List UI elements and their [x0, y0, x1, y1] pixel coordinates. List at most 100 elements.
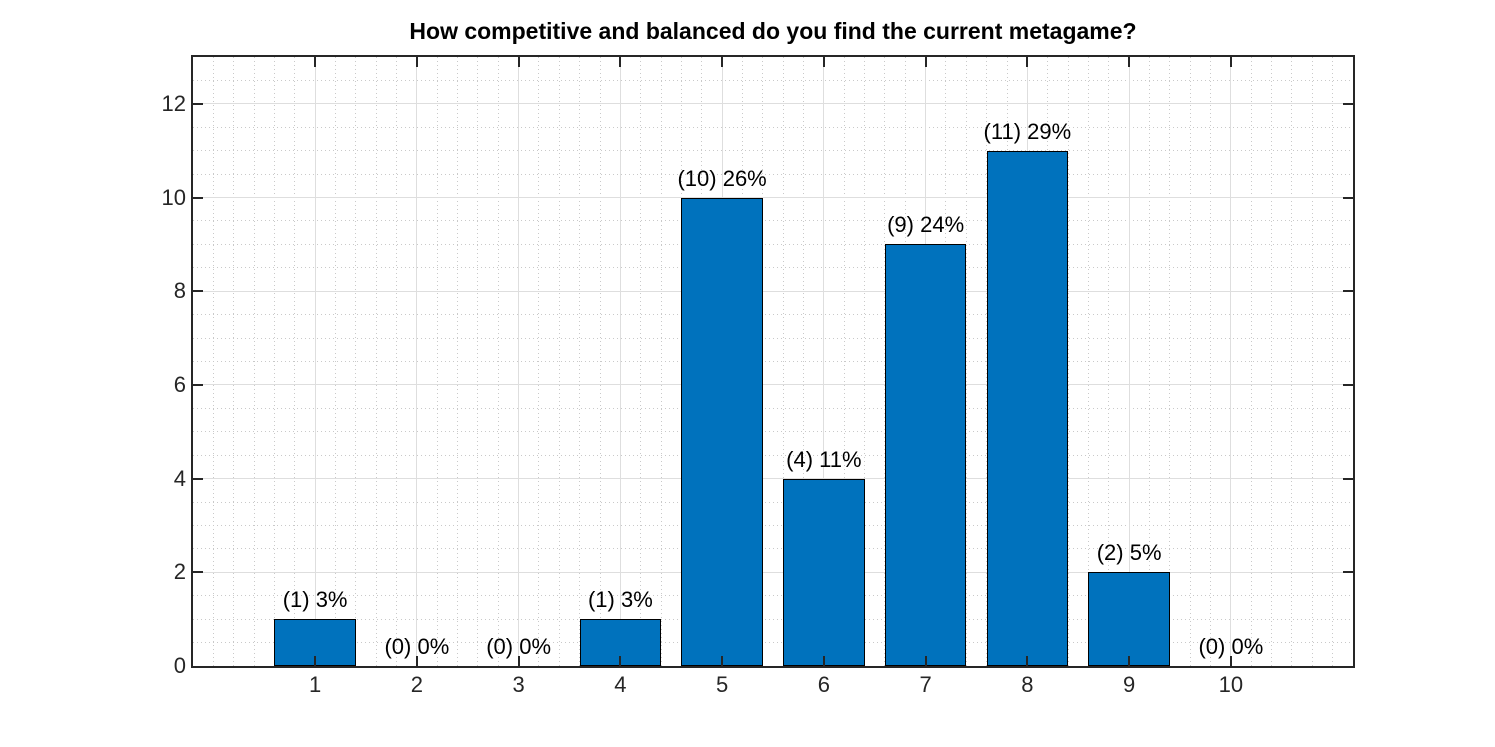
- major-gridline-horizontal: [193, 571, 1353, 573]
- major-gridline-vertical: [823, 57, 825, 666]
- bar-value-label-2: (0) 0%: [384, 634, 450, 659]
- minor-gridline-horizontal: [193, 267, 1353, 269]
- chart-title: How competitive and balanced do you find…: [409, 18, 1137, 44]
- minor-gridline-vertical: [212, 57, 214, 666]
- minor-gridline-horizontal: [193, 407, 1353, 409]
- y-tick-mark-left: [193, 571, 203, 574]
- y-axis-label-6: 6: [173, 371, 186, 397]
- minor-gridline-vertical: [558, 57, 560, 666]
- y-axis-label-2: 2: [173, 559, 186, 585]
- x-axis-label-10: 10: [1218, 672, 1244, 697]
- minor-gridline-horizontal: [193, 337, 1353, 339]
- minor-gridline-vertical: [497, 57, 499, 666]
- major-gridline-vertical: [1230, 57, 1232, 666]
- y-axis-label-12: 12: [161, 90, 186, 116]
- y-axis-label-8: 8: [173, 278, 186, 304]
- x-axis-label-2: 2: [410, 672, 423, 697]
- x-tick-mark-top: [619, 57, 622, 67]
- bar-9: [1088, 572, 1170, 666]
- minor-gridline-vertical: [334, 57, 336, 666]
- minor-gridline-horizontal: [193, 501, 1353, 503]
- x-tick-mark-top: [314, 57, 317, 67]
- minor-gridline-horizontal: [193, 79, 1353, 81]
- x-tick-mark-top: [822, 57, 825, 67]
- minor-gridline-vertical: [803, 57, 805, 666]
- x-axis-label-3: 3: [512, 672, 525, 697]
- minor-gridline-horizontal: [193, 618, 1353, 620]
- minor-gridline-horizontal: [193, 314, 1353, 316]
- bar-8: [986, 150, 1069, 666]
- minor-gridline-vertical: [457, 57, 459, 666]
- minor-gridline-vertical: [375, 57, 377, 666]
- y-tick-mark-right: [1343, 383, 1353, 386]
- y-tick-mark-right: [1343, 102, 1353, 105]
- x-tick-mark-bottom: [721, 656, 724, 666]
- minor-gridline-vertical: [864, 57, 866, 666]
- plot-area: (1) 3% (0) 0% (0) 0% (1) 3% (10) 26% (4) 11% (…: [191, 55, 1355, 668]
- minor-gridline-vertical: [1250, 57, 1252, 666]
- minor-gridline-vertical: [762, 57, 764, 666]
- minor-gridline-vertical: [477, 57, 479, 666]
- x-tick-mark-bottom: [1229, 656, 1232, 666]
- bar-value-label-10: (0) 0%: [1198, 634, 1264, 659]
- x-tick-mark-bottom: [822, 656, 825, 666]
- x-tick-mark-top: [1128, 57, 1131, 67]
- minor-gridline-horizontal: [193, 431, 1353, 433]
- minor-gridline-vertical: [1189, 57, 1191, 666]
- minor-gridline-horizontal: [193, 361, 1353, 362]
- minor-gridline-vertical: [1169, 57, 1171, 666]
- minor-gridline-vertical: [660, 57, 662, 666]
- bar-value-label-1: (1) 3%: [282, 587, 348, 613]
- x-axis-label-8: 8: [1021, 672, 1034, 697]
- minor-gridline-vertical: [1087, 57, 1089, 666]
- bar-value-label-6: (4) 11%: [786, 446, 862, 472]
- minor-gridline-horizontal: [193, 126, 1353, 128]
- x-axis-label-6: 6: [817, 672, 830, 697]
- x-tick-mark-bottom: [415, 656, 418, 666]
- x-tick-mark-top: [517, 57, 520, 67]
- minor-gridline-vertical: [1311, 57, 1313, 666]
- x-axis-label-5: 5: [715, 672, 729, 697]
- y-tick-mark-right: [1343, 571, 1353, 574]
- bar-value-label-9: (2) 5%: [1096, 540, 1162, 566]
- minor-gridline-horizontal: [193, 524, 1353, 526]
- y-tick-mark-left: [193, 102, 203, 105]
- major-gridline-horizontal: [193, 197, 1353, 199]
- minor-gridline-vertical: [396, 57, 397, 666]
- x-tick-mark-top: [1026, 57, 1029, 67]
- minor-gridline-vertical: [1148, 57, 1150, 666]
- minor-gridline-horizontal: [193, 220, 1353, 222]
- bar-7: [884, 244, 967, 666]
- major-gridline-vertical: [619, 57, 621, 666]
- y-axis-label-0: 0: [173, 653, 186, 678]
- minor-gridline-vertical: [965, 57, 967, 666]
- major-gridline-vertical: [416, 57, 418, 666]
- bar-value-label-5: (10) 26%: [677, 165, 767, 191]
- minor-gridline-vertical: [1271, 57, 1273, 666]
- minor-gridline-vertical: [355, 57, 357, 666]
- minor-gridline-vertical: [233, 57, 235, 666]
- x-axis-label-9: 9: [1123, 672, 1136, 697]
- x-tick-mark-bottom: [314, 656, 317, 666]
- y-axis-label-4: 4: [173, 465, 186, 491]
- y-tick-mark-left: [193, 290, 203, 293]
- major-gridline-horizontal: [193, 478, 1353, 480]
- bar-6: [783, 478, 865, 666]
- major-gridline-horizontal: [193, 103, 1353, 105]
- y-tick-mark-left: [193, 477, 203, 480]
- y-tick-mark-left: [193, 196, 203, 199]
- bar-5: [681, 197, 763, 666]
- minor-gridline-horizontal: [193, 548, 1353, 550]
- bar-value-label-3: (0) 0%: [486, 634, 551, 659]
- minor-gridline-vertical: [782, 57, 784, 666]
- y-tick-mark-right: [1343, 290, 1353, 293]
- minor-gridline-vertical: [294, 57, 296, 666]
- x-tick-mark-bottom: [924, 656, 927, 666]
- minor-gridline-vertical: [1210, 57, 1212, 666]
- minor-gridline-horizontal: [193, 150, 1353, 152]
- minor-gridline-horizontal: [193, 642, 1353, 644]
- major-gridline-vertical: [518, 57, 520, 666]
- minor-gridline-vertical: [1108, 57, 1110, 666]
- minor-gridline-vertical: [1291, 57, 1293, 666]
